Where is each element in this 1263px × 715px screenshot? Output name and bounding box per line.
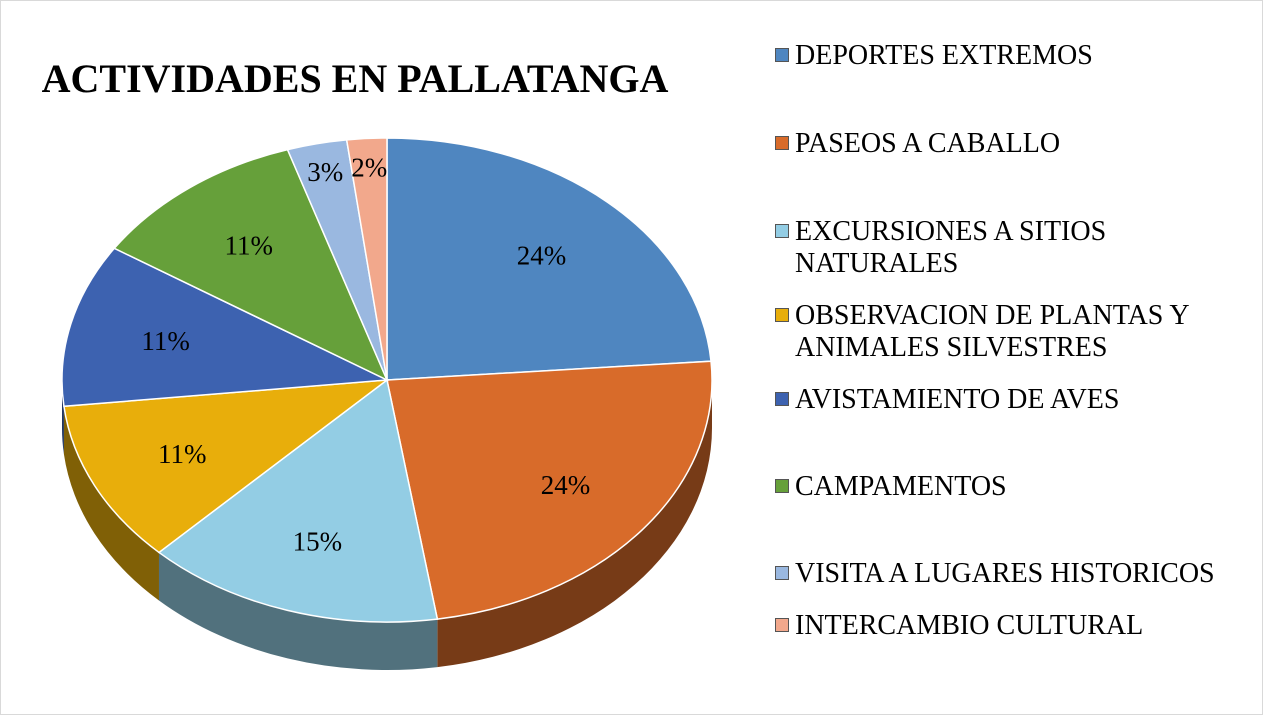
data-label: 24% bbox=[517, 241, 567, 271]
slice bbox=[386, 360, 713, 620]
legend-swatch bbox=[775, 48, 789, 62]
legend-item: INTERCAMBIO CULTURAL bbox=[775, 610, 1215, 642]
legend-swatch bbox=[775, 566, 789, 580]
slice bbox=[63, 379, 390, 554]
legend-label: INTERCAMBIO CULTURAL bbox=[795, 610, 1144, 641]
legend-swatch bbox=[775, 136, 789, 150]
legend-item: DEPORTES EXTREMOS bbox=[775, 40, 1215, 72]
legend-item: EXCURSIONES A SITIOS NATURALES bbox=[775, 216, 1215, 280]
legend-label: PASEOS A CABALLO bbox=[795, 128, 1061, 159]
slice bbox=[61, 247, 390, 408]
data-label: 2% bbox=[351, 152, 387, 182]
legend-item: CAMPAMENTOS bbox=[775, 471, 1215, 503]
legend-swatch bbox=[775, 308, 789, 322]
data-label: 11% bbox=[141, 326, 190, 356]
chart-title: ACTIVIDADES EN PALLATANGA bbox=[42, 56, 669, 101]
slice bbox=[386, 137, 712, 381]
legend-label: VISITA A LUGARES HISTORICOS bbox=[795, 558, 1215, 589]
legend-swatch bbox=[775, 392, 789, 406]
slice-side bbox=[437, 380, 712, 668]
legend: DEPORTES EXTREMOS PASEOS A CABALLO EXCURSI… bbox=[775, 40, 1215, 642]
legend-item: AVISTAMIENTO DE AVES bbox=[775, 384, 1215, 416]
slice bbox=[113, 148, 389, 382]
data-label: 11% bbox=[158, 439, 207, 469]
legend-label: AVISTAMIENTO DE AVES bbox=[795, 384, 1120, 415]
slice-side bbox=[63, 406, 159, 601]
data-label: 3% bbox=[307, 157, 343, 187]
legend-label: OBSERVACION DE PLANTAS Y ANIMALES SILVES… bbox=[795, 300, 1189, 363]
legend-swatch bbox=[775, 479, 789, 493]
legend-item: OBSERVACION DE PLANTAS Y ANIMALES SILVES… bbox=[775, 300, 1215, 364]
slice-side bbox=[158, 552, 438, 670]
legend-item: VISITA A LUGARES HISTORICOS bbox=[775, 558, 1215, 590]
slice bbox=[157, 378, 439, 623]
data-label: 24% bbox=[541, 470, 591, 500]
legend-swatch bbox=[775, 618, 789, 632]
data-label: 11% bbox=[224, 230, 273, 260]
legend-label: CAMPAMENTOS bbox=[795, 471, 1007, 502]
legend-label: EXCURSIONES A SITIOS NATURALES bbox=[795, 216, 1107, 279]
legend-label: DEPORTES EXTREMOS bbox=[795, 40, 1093, 71]
legend-item: PASEOS A CABALLO bbox=[775, 128, 1215, 160]
legend-swatch bbox=[775, 224, 789, 238]
slice bbox=[345, 137, 388, 381]
data-label: 15% bbox=[293, 526, 343, 556]
